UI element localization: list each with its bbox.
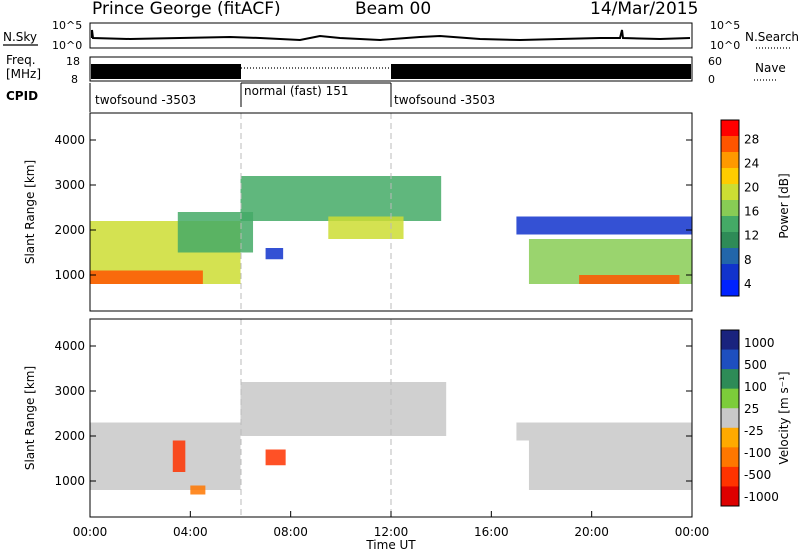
nsky-tick-top: 10^5 bbox=[52, 19, 82, 32]
cpid-label: CPID bbox=[6, 89, 38, 103]
velocity-colorbar-tick: -1000 bbox=[744, 490, 779, 504]
power-colorbar-swatch bbox=[721, 184, 739, 201]
velocity-colorbar-swatch bbox=[721, 486, 739, 507]
power-panel: 4000 3000 2000 1000 Slant Range [km] bbox=[23, 112, 693, 312]
nsearch-tick-top: 10^5 bbox=[710, 19, 740, 32]
power-colorbar-tick: 16 bbox=[744, 205, 759, 219]
power-colorbar-swatch bbox=[721, 280, 739, 297]
xtick-label: 12:00 bbox=[374, 525, 409, 539]
nave-label: Nave bbox=[755, 61, 786, 75]
velocity-colorbar-swatch bbox=[721, 427, 739, 448]
power-colorbar-swatch bbox=[721, 168, 739, 185]
velocity-colorbar-swatch bbox=[721, 388, 739, 409]
vel-region-1 bbox=[172, 440, 186, 472]
freq-label: Freq. bbox=[6, 53, 36, 67]
ytick-label: 2000 bbox=[54, 223, 85, 237]
ytick-label: 3000 bbox=[54, 384, 85, 398]
nsky-label: N.Sky bbox=[3, 30, 37, 44]
velocity-colorbar-swatch bbox=[721, 466, 739, 487]
cpid-panel: CPID twofsound -3503 normal (fast) 151 t… bbox=[6, 82, 495, 112]
nsky-tick-bottom: 10^0 bbox=[52, 39, 82, 52]
velocity-colorbar-tick: -500 bbox=[744, 468, 771, 482]
time-axis: 00:00 04:00 08:00 12:00 16:00 20:00 00:00 bbox=[73, 511, 710, 539]
power-colorbar: 28 24 20 16 12 8 4 Power [dB] bbox=[720, 119, 791, 297]
velocity-colorbar-tick: 100 bbox=[744, 380, 767, 394]
power-region-3 bbox=[240, 176, 442, 221]
velocity-colorbar-tick: 500 bbox=[744, 358, 767, 372]
power-region-8 bbox=[516, 216, 692, 235]
vel-region-0 bbox=[90, 422, 241, 490]
ytick-label: 1000 bbox=[54, 268, 85, 282]
date-label: 14/Mar/2015 bbox=[590, 0, 698, 19]
power-colorbar-swatch bbox=[721, 264, 739, 281]
velocity-colorbar-swatch bbox=[721, 408, 739, 429]
freq-unit-label: [MHz] bbox=[6, 67, 41, 81]
xtick-label: 16:00 bbox=[474, 525, 509, 539]
vel-region-6 bbox=[516, 422, 692, 441]
power-heatmap-cells bbox=[90, 176, 692, 284]
velocity-colorbar-label: Velocity [m s⁻¹] bbox=[777, 371, 791, 464]
vel-region-5 bbox=[528, 440, 692, 490]
xtick-label: 00:00 bbox=[73, 525, 108, 539]
ytick-label: 1000 bbox=[54, 474, 85, 488]
ytick-label: 4000 bbox=[54, 133, 85, 147]
power-colorbar-tick: 8 bbox=[744, 253, 752, 267]
velocity-colorbar-swatch bbox=[721, 447, 739, 468]
power-colorbar-swatch bbox=[721, 216, 739, 233]
freq-panel: Freq. [MHz] 18 8 60 0 Nave bbox=[6, 53, 786, 86]
vel-region-2 bbox=[265, 449, 286, 466]
velocity-colorbar: 1000 500 100 25 -25 -100 -500 -1000 Velocity [m… bbox=[720, 329, 791, 507]
power-colorbar-swatch bbox=[721, 120, 739, 137]
power-colorbar-swatch bbox=[721, 136, 739, 153]
power-colorbar-tick: 28 bbox=[744, 132, 759, 146]
velocity-colorbar-swatch bbox=[721, 369, 739, 390]
power-colorbar-swatch bbox=[721, 200, 739, 217]
vel-region-4 bbox=[240, 382, 447, 436]
cpid-segment-1: twofsound -3503 bbox=[95, 93, 196, 107]
velocity-colorbar-swatch bbox=[721, 349, 739, 370]
velocity-colorbar-tick: 1000 bbox=[744, 336, 775, 350]
nave-tick-top: 60 bbox=[708, 55, 722, 68]
freq-tick-top: 18 bbox=[66, 55, 80, 68]
velocity-heatmap-cells bbox=[90, 382, 692, 495]
power-region-1 bbox=[90, 270, 203, 284]
power-colorbar-swatch bbox=[721, 232, 739, 249]
nsearch-label: N.Search bbox=[745, 30, 799, 44]
velocity-colorbar-tick: -100 bbox=[744, 446, 771, 460]
cpid-segment-2: normal (fast) 151 bbox=[244, 84, 348, 98]
velocity-panel: 4000 3000 2000 1000 Slant Range [km] bbox=[23, 318, 693, 518]
velocity-colorbar-swatch bbox=[721, 330, 739, 351]
nsearch-tick-bottom: 10^0 bbox=[710, 39, 740, 52]
power-colorbar-tick: 4 bbox=[744, 277, 752, 291]
power-colorbar-tick: 20 bbox=[744, 181, 759, 195]
power-colorbar-tick: 24 bbox=[744, 156, 759, 170]
ytick-label: 2000 bbox=[54, 429, 85, 443]
xtick-label: 04:00 bbox=[173, 525, 208, 539]
nave-tick-bottom: 0 bbox=[708, 73, 715, 86]
ytick-label: 4000 bbox=[54, 339, 85, 353]
power-colorbar-swatch bbox=[721, 248, 739, 265]
beam-label: Beam 00 bbox=[355, 0, 431, 19]
freq-tick-bottom: 8 bbox=[71, 73, 78, 86]
power-colorbar-tick: 12 bbox=[744, 229, 759, 243]
time-axis-label: Time UT bbox=[365, 538, 416, 552]
nsky-panel: N.Sky 10^5 10^0 10^5 10^0 N.Search bbox=[3, 19, 799, 52]
power-colorbar-swatch bbox=[721, 152, 739, 169]
power-region-4 bbox=[328, 216, 404, 239]
xtick-label: 00:00 bbox=[675, 525, 710, 539]
velocity-colorbar-tick: -25 bbox=[744, 424, 764, 438]
power-region-5 bbox=[265, 248, 284, 260]
cpid-segment-3: twofsound -3503 bbox=[394, 93, 495, 107]
vel-region-3 bbox=[190, 485, 206, 495]
xtick-label: 08:00 bbox=[273, 525, 308, 539]
velocity-ylabel: Slant Range [km] bbox=[23, 366, 37, 470]
power-colorbar-label: Power [dB] bbox=[777, 173, 791, 238]
xtick-label: 20:00 bbox=[574, 525, 609, 539]
station-title: Prince George (fitACF) bbox=[92, 0, 281, 19]
power-region-7 bbox=[579, 275, 680, 284]
velocity-colorbar-tick: 25 bbox=[744, 402, 759, 416]
power-ylabel: Slant Range [km] bbox=[23, 160, 37, 264]
ytick-label: 3000 bbox=[54, 178, 85, 192]
